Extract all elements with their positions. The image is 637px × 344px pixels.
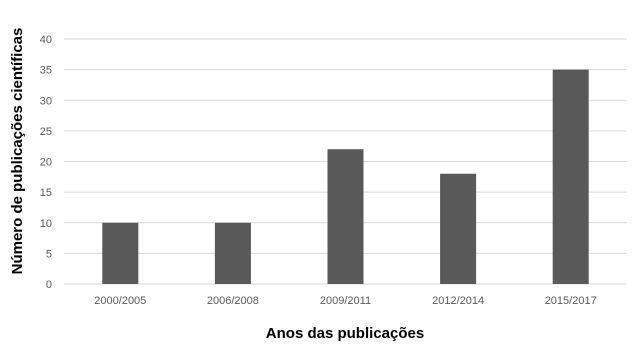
y-tick-label: 5 (46, 248, 52, 260)
y-tick-label: 30 (40, 95, 52, 107)
y-tick-label: 40 (40, 34, 52, 46)
x-tick-label: 2006/2008 (207, 295, 259, 307)
y-tick-label: 25 (40, 126, 52, 138)
bar-2000-2005 (102, 222, 139, 284)
bar-2012-2014 (440, 173, 477, 284)
y-axis-tick-labels: 0 5 10 15 20 25 30 35 40 (40, 34, 52, 291)
y-tick-label: 15 (40, 187, 52, 199)
x-tick-label: 2012/2014 (432, 295, 484, 307)
bars (102, 69, 589, 284)
x-axis-title: Anos das publicações (266, 325, 424, 342)
x-tick-label: 2009/2011 (320, 295, 371, 307)
x-tick-label: 2000/2005 (94, 295, 146, 307)
y-tick-label: 10 (40, 218, 52, 230)
bar-2006-2008 (214, 222, 251, 284)
y-tick-label: 0 (46, 279, 52, 291)
bar-2015-2017 (552, 69, 589, 284)
x-tick-label: 2015/2017 (545, 295, 597, 307)
y-tick-label: 20 (40, 157, 52, 169)
x-axis-tick-labels: 2000/2005 2006/2008 2009/2011 2012/2014 2015… (94, 295, 596, 307)
y-tick-label: 35 (40, 65, 52, 77)
y-axis-title: Número de publicações científicas (9, 28, 26, 275)
bar-2009-2011 (327, 149, 364, 284)
